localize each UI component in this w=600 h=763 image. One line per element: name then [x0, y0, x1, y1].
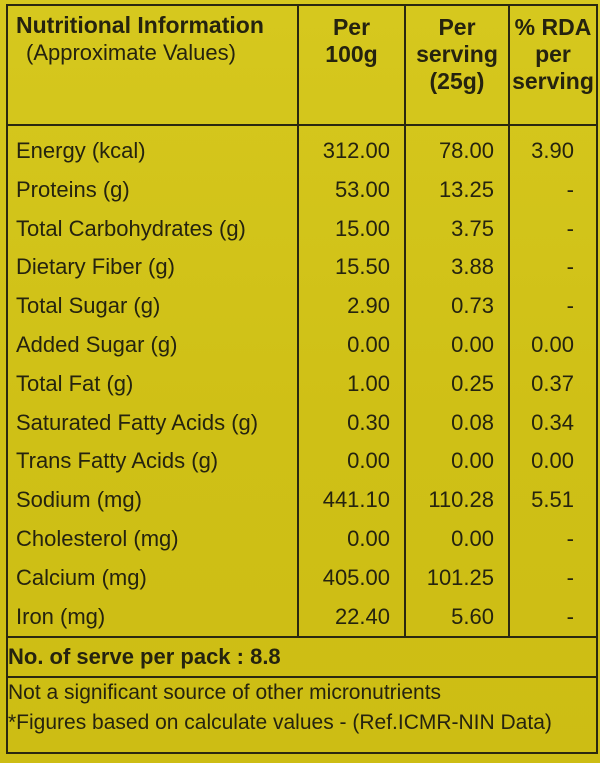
per-100g-value: 0.30 — [347, 409, 390, 435]
per-serving-value: 110.28 — [428, 487, 494, 513]
per-100g-value: 441.10 — [322, 487, 390, 513]
rda-value: - — [566, 293, 574, 319]
nutrient-name: Total Fat (g) — [16, 370, 134, 396]
per-serving-column: 78.00 13.25 3.75 3.88 0.73 0.00 0.25 0.08 0.00 11… — [404, 123, 510, 639]
rda-value: 0.00 — [531, 331, 574, 357]
table-subtitle: (Approximate Values) — [26, 40, 236, 65]
header-per-serving: Per serving (25g) — [404, 4, 510, 126]
rda-value: - — [566, 176, 574, 202]
per-serving-value: 3.75 — [451, 215, 494, 241]
rda-value: - — [566, 564, 574, 590]
rda-value: 0.37 — [531, 370, 574, 396]
nutrient-name: Sodium (mg) — [16, 487, 142, 513]
per-100g-value: 2.90 — [347, 293, 390, 319]
per-100g-value: 405.00 — [322, 564, 390, 590]
per-100g-column: 312.00 53.00 15.00 15.50 2.90 0.00 1.00 0.30 0.0… — [297, 123, 406, 639]
rda-column: 3.90 - - - - 0.00 0.37 0.34 0.00 5.51 - - - — [508, 123, 598, 639]
per-100g-value: 0.00 — [347, 448, 390, 474]
per-serving-value: 0.00 — [451, 525, 494, 551]
header-info-cell: Nutritional Information (Approximate Val… — [6, 4, 299, 126]
nutrient-body: Energy (kcal) Proteins (g) Total Carbohydr… — [6, 123, 598, 639]
per-100g-value: 15.00 — [334, 215, 390, 241]
footnote-cell: Not a significant source of other micron… — [6, 676, 598, 755]
table-title: Nutritional Information — [16, 12, 264, 38]
nutrition-table: Nutritional Information (Approximate Val… — [6, 4, 598, 755]
per-serving-value: 78.00 — [438, 138, 494, 163]
note-row: Not a significant source of other micron… — [6, 676, 598, 755]
nutrient-name: Energy (kcal) — [16, 138, 146, 163]
per-100g-value: 53.00 — [334, 176, 390, 202]
footnote-reference: *Figures based on calculate values - (Re… — [8, 711, 552, 735]
per-serving-value: 3.88 — [451, 254, 494, 280]
header-row: Nutritional Information (Approximate Val… — [6, 4, 598, 126]
per-100g-value: 0.00 — [347, 331, 390, 357]
per-serving-value: 0.08 — [451, 409, 494, 435]
per-serving-value: 0.73 — [451, 293, 494, 319]
nutrient-name: Iron (mg) — [16, 603, 106, 629]
nutrient-name: Proteins (g) — [16, 176, 130, 202]
footnote-micronutrients: Not a significant source of other micron… — [8, 681, 442, 705]
serves-per-pack: No. of serve per pack : 8.8 — [6, 636, 598, 679]
per-100g-value: 312.00 — [322, 138, 390, 163]
per-serving-value: 0.00 — [451, 331, 494, 357]
per-100g-value: 15.50 — [334, 254, 390, 280]
rda-value: 0.00 — [531, 448, 574, 474]
per-100g-value: 1.00 — [347, 370, 390, 396]
rda-value: - — [566, 215, 574, 241]
nutrient-name: Added Sugar (g) — [16, 331, 178, 357]
nutrient-name: Trans Fatty Acids (g) — [16, 448, 219, 474]
per-100g-value: 22.40 — [334, 603, 390, 629]
nutrient-name-column: Energy (kcal) Proteins (g) Total Carbohydr… — [6, 123, 299, 639]
nutrient-name: Total Carbohydrates (g) — [16, 215, 246, 241]
rda-value: 0.34 — [531, 409, 574, 435]
per-serving-value: 101.25 — [426, 564, 494, 590]
rda-value: 3.90 — [531, 138, 574, 163]
header-per-100g: Per 100g — [297, 4, 406, 126]
serves-row: No. of serve per pack : 8.8 — [6, 636, 598, 679]
per-serving-value: 0.00 — [451, 448, 494, 474]
nutrient-name: Dietary Fiber (g) — [16, 254, 175, 280]
nutrient-name: Saturated Fatty Acids (g) — [16, 409, 259, 435]
rda-value: 5.51 — [531, 487, 574, 513]
header-rda: % RDA per serving — [508, 4, 598, 126]
rda-value: - — [566, 525, 574, 551]
nutrient-name: Total Sugar (g) — [16, 293, 161, 319]
per-serving-value: 0.25 — [451, 370, 494, 396]
rda-value: - — [566, 254, 574, 280]
rda-value: - — [566, 603, 574, 629]
per-serving-value: 13.25 — [438, 176, 494, 202]
nutrient-name: Calcium (mg) — [16, 564, 147, 590]
nutrient-name: Cholesterol (mg) — [16, 525, 179, 551]
per-serving-value: 5.60 — [451, 603, 494, 629]
per-100g-value: 0.00 — [347, 525, 390, 551]
